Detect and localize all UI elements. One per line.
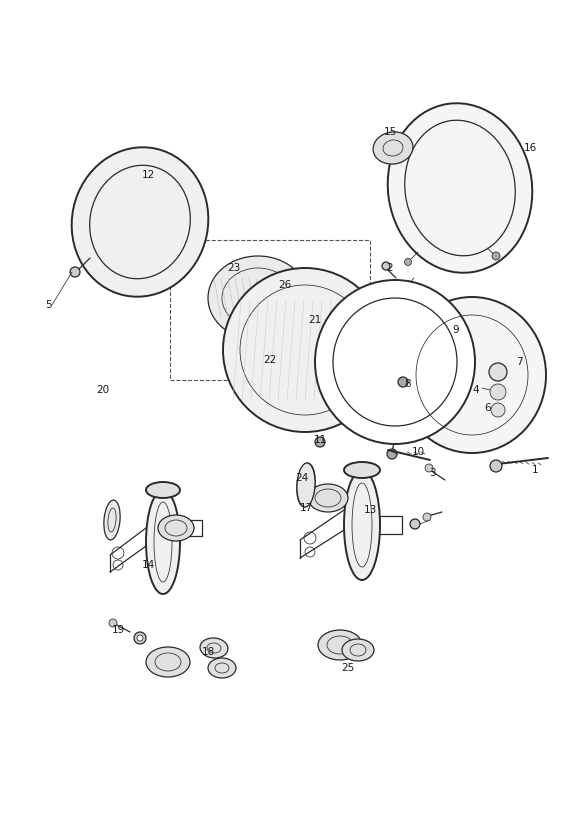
Ellipse shape: [342, 639, 374, 661]
Ellipse shape: [146, 490, 180, 594]
Ellipse shape: [158, 515, 194, 541]
Ellipse shape: [280, 284, 304, 304]
Ellipse shape: [146, 482, 180, 498]
Ellipse shape: [208, 658, 236, 678]
Text: 21: 21: [308, 315, 322, 325]
Ellipse shape: [104, 500, 120, 540]
Circle shape: [425, 464, 433, 472]
Circle shape: [404, 281, 412, 289]
Ellipse shape: [330, 306, 350, 322]
Ellipse shape: [388, 103, 532, 273]
Ellipse shape: [318, 630, 362, 660]
Text: 9: 9: [452, 325, 459, 335]
Text: 17: 17: [300, 503, 312, 513]
Text: 10: 10: [412, 447, 424, 457]
Text: 19: 19: [111, 625, 125, 635]
Text: 22: 22: [264, 355, 276, 365]
Text: 18: 18: [201, 647, 215, 657]
Ellipse shape: [297, 463, 315, 507]
Circle shape: [387, 449, 397, 459]
Text: 24: 24: [296, 473, 308, 483]
Ellipse shape: [398, 297, 546, 453]
Circle shape: [490, 460, 502, 472]
Text: 1: 1: [532, 465, 538, 475]
Text: 15: 15: [384, 127, 396, 137]
Text: 13: 13: [363, 505, 377, 515]
Ellipse shape: [146, 647, 190, 677]
Ellipse shape: [261, 353, 275, 363]
Ellipse shape: [308, 484, 348, 512]
Text: 5: 5: [45, 300, 51, 310]
Text: 12: 12: [141, 170, 154, 180]
Ellipse shape: [223, 268, 387, 432]
Ellipse shape: [72, 147, 208, 297]
Text: 25: 25: [342, 663, 354, 673]
Text: 7: 7: [516, 357, 522, 367]
Text: 3: 3: [429, 468, 436, 478]
Text: 4: 4: [473, 385, 479, 395]
Circle shape: [109, 619, 117, 627]
Circle shape: [315, 437, 325, 447]
Text: 16: 16: [524, 143, 536, 153]
Circle shape: [70, 267, 80, 277]
Circle shape: [410, 519, 420, 529]
Text: 14: 14: [141, 560, 154, 570]
Ellipse shape: [315, 280, 475, 444]
Text: 11: 11: [314, 435, 326, 445]
Ellipse shape: [297, 463, 315, 507]
Circle shape: [405, 259, 412, 265]
Circle shape: [491, 403, 505, 417]
Text: 6: 6: [484, 403, 491, 413]
Circle shape: [423, 513, 431, 521]
Text: 23: 23: [227, 263, 241, 273]
Text: 20: 20: [96, 385, 110, 395]
Ellipse shape: [344, 462, 380, 478]
Circle shape: [382, 262, 390, 270]
Ellipse shape: [373, 132, 413, 164]
Text: 26: 26: [278, 280, 292, 290]
Text: 8: 8: [405, 379, 412, 389]
Ellipse shape: [208, 256, 308, 340]
Ellipse shape: [344, 470, 380, 580]
Circle shape: [398, 377, 408, 387]
Text: 2: 2: [387, 263, 394, 273]
Ellipse shape: [294, 301, 330, 329]
Circle shape: [489, 363, 507, 381]
Circle shape: [137, 635, 143, 641]
Circle shape: [490, 384, 506, 400]
Ellipse shape: [200, 638, 228, 658]
Circle shape: [134, 632, 146, 644]
Bar: [170, 240, 370, 380]
Circle shape: [492, 252, 500, 260]
